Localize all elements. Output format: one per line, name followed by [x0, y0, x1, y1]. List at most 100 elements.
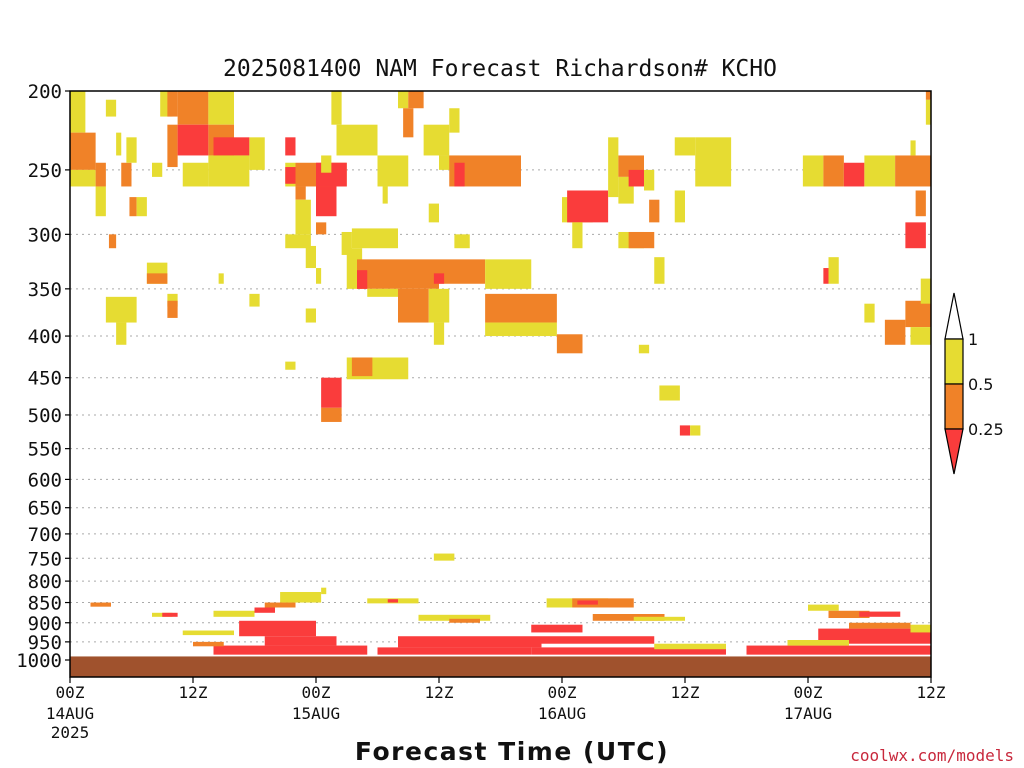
- x-date-label: 14AUG: [46, 704, 94, 723]
- ri-cell: [746, 645, 931, 655]
- ri-cell: [572, 222, 583, 249]
- y-tick-label: 700: [28, 524, 62, 546]
- ri-cell: [218, 273, 224, 284]
- ri-cell: [167, 124, 178, 168]
- ri-cell: [802, 155, 824, 187]
- ri-cell: [95, 162, 106, 187]
- ri-cell: [152, 162, 163, 177]
- ri-cell: [182, 162, 209, 187]
- legend-label: 1: [968, 330, 978, 349]
- ri-cell: [828, 610, 870, 619]
- ri-cell: [105, 99, 117, 117]
- x-tick-label: 12Z: [917, 683, 946, 702]
- ri-cell: [70, 132, 96, 170]
- x-tick-label: 00Z: [548, 683, 577, 702]
- ri-cell: [864, 155, 896, 187]
- legend-upper-triangle: [944, 292, 964, 340]
- ri-cell: [264, 636, 337, 646]
- ri-cell: [357, 259, 439, 289]
- ri-cell: [213, 137, 250, 156]
- ri-cell: [285, 137, 296, 156]
- ri-cell: [884, 319, 906, 345]
- ri-cell: [910, 327, 931, 345]
- ri-cell: [193, 641, 224, 647]
- ri-cell: [428, 288, 450, 323]
- ri-cell: [90, 602, 111, 607]
- ri-cell: [638, 344, 650, 354]
- ri-cell: [674, 190, 685, 223]
- y-tick-label: 950: [28, 632, 62, 654]
- ri-cell: [403, 108, 414, 138]
- ri-cell: [659, 385, 680, 401]
- ri-cell: [418, 614, 491, 621]
- y-tick-label: 500: [28, 405, 62, 427]
- ri-cell: [454, 162, 465, 187]
- ri-cell: [316, 186, 337, 217]
- colorbar-legend: 1 0.5 0.25: [944, 292, 1004, 475]
- ri-cell: [162, 612, 178, 617]
- ri-cell: [905, 222, 926, 249]
- ri-cell: [567, 190, 609, 223]
- ri-cell: [285, 361, 296, 370]
- y-tick-label: 800: [28, 571, 62, 593]
- ri-cell: [382, 186, 388, 204]
- y-tick-label: 200: [28, 81, 62, 103]
- ri-cell: [531, 647, 726, 655]
- y-tick-label: 550: [28, 439, 62, 461]
- ri-cell: [126, 137, 137, 163]
- ri-cell: [690, 425, 701, 436]
- ri-cell: [285, 167, 296, 184]
- ri-cell: [608, 137, 619, 198]
- ri-cell: [577, 600, 598, 605]
- ri-cell: [280, 591, 322, 603]
- ri-cell: [136, 197, 147, 217]
- ri-cell: [398, 636, 542, 648]
- ri-cell: [377, 155, 409, 187]
- ri-cell: [592, 614, 665, 621]
- ri-cell: [398, 91, 409, 109]
- ri-cell: [321, 407, 342, 422]
- gridlines: [70, 169, 931, 661]
- ground-fill: [70, 656, 931, 677]
- ri-cell: [208, 155, 250, 187]
- x-tick-label: 00Z: [56, 683, 85, 702]
- ri-cell: [787, 640, 849, 646]
- ri-cell: [439, 259, 486, 284]
- ri-cell: [357, 270, 368, 289]
- ri-cell: [167, 91, 178, 117]
- ri-cell: [398, 288, 429, 323]
- y-tick-label: 350: [28, 279, 62, 301]
- ri-cell: [859, 611, 901, 617]
- ri-regions: [70, 91, 931, 655]
- ri-cell: [843, 162, 865, 187]
- ri-cell: [695, 137, 732, 187]
- ri-cell: [321, 377, 342, 408]
- x-date-label: 15AUG: [292, 704, 340, 723]
- ri-cell: [808, 604, 839, 611]
- ri-cell: [433, 553, 455, 561]
- x-tick-label: 00Z: [794, 683, 823, 702]
- y-tick-label: 900: [28, 613, 62, 635]
- ri-cell: [249, 293, 260, 307]
- ri-cell: [628, 231, 655, 249]
- ri-cell: [167, 300, 178, 318]
- ri-cell: [485, 259, 532, 289]
- x-date-label: 17AUG: [784, 704, 832, 723]
- y-axis: 200 250 300 350 400 450 500 550 600 650 7007508008…: [16, 81, 70, 672]
- ri-cell: [823, 268, 829, 284]
- ri-cell: [305, 245, 316, 269]
- y-tick-label: 450: [28, 368, 62, 390]
- y-tick-label: 1000: [16, 650, 62, 672]
- ri-cell: [177, 91, 209, 125]
- y-tick-label: 750: [28, 548, 62, 570]
- ri-cell: [818, 628, 931, 644]
- x-axis-label: Forecast Time (UTC): [355, 737, 669, 766]
- ri-cell: [864, 303, 875, 323]
- legend-bin-orange: [944, 383, 964, 430]
- ri-cell: [129, 197, 137, 217]
- ri-cell: [108, 234, 117, 249]
- ri-cell: [674, 137, 696, 156]
- ri-cell: [367, 288, 398, 297]
- x-year-label: 2025: [51, 723, 90, 742]
